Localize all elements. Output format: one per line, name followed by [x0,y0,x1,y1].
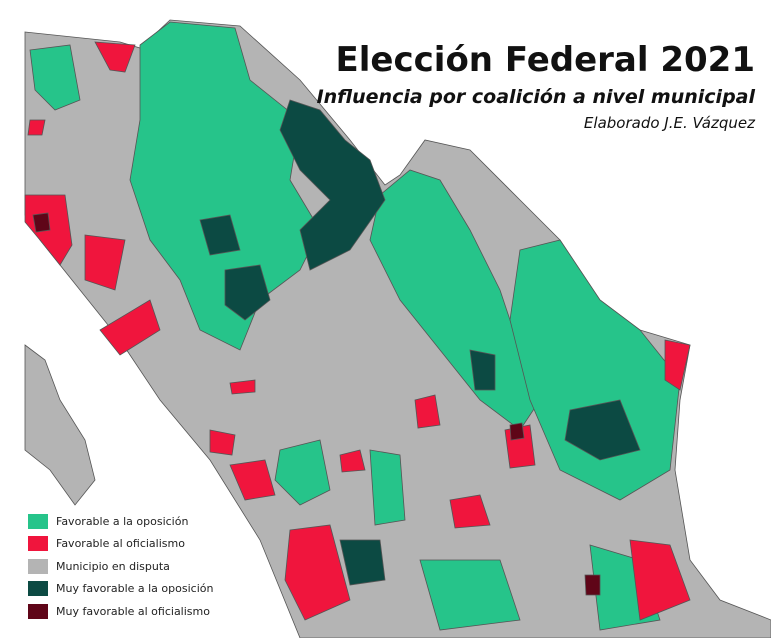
legend-item: Municipio en disputa [28,555,213,578]
region-strong-opposition [279,99,386,271]
subtitle: Influencia por coalición a nivel municip… [316,86,755,108]
legend-swatch [28,536,48,552]
legend-item: Favorable al oficialismo [28,533,213,556]
legend-label: Muy favorable al oficialismo [56,604,210,618]
region-opposition [274,439,661,631]
legend-swatch [28,581,48,597]
legend-label: Municipio en disputa [56,559,170,573]
legend-item: Muy favorable a la oposición [28,578,213,601]
legend-swatch [28,558,48,574]
region-strong-government [32,212,601,596]
legend-item: Favorable a la oposición [28,510,213,533]
region-government [209,339,691,621]
region-opposition [29,44,81,111]
region-opposition [509,239,681,501]
legend-swatch [28,603,48,619]
baja-california [24,344,96,506]
legend-item: Muy favorable al oficialismo [28,600,213,623]
legend: Favorable a la oposición Favorable al ofi… [28,510,213,623]
legend-label: Favorable a la oposición [56,514,189,528]
legend-swatch [28,513,48,529]
region-government [24,41,161,356]
credit: Elaborado J.E. Vázquez [583,114,755,132]
title: Elección Federal 2021 [335,40,755,80]
legend-label: Muy favorable a la oposición [56,582,214,596]
region-strong-opposition [199,214,641,586]
legend-label: Favorable al oficialismo [56,537,185,551]
region-opposition [129,21,321,351]
